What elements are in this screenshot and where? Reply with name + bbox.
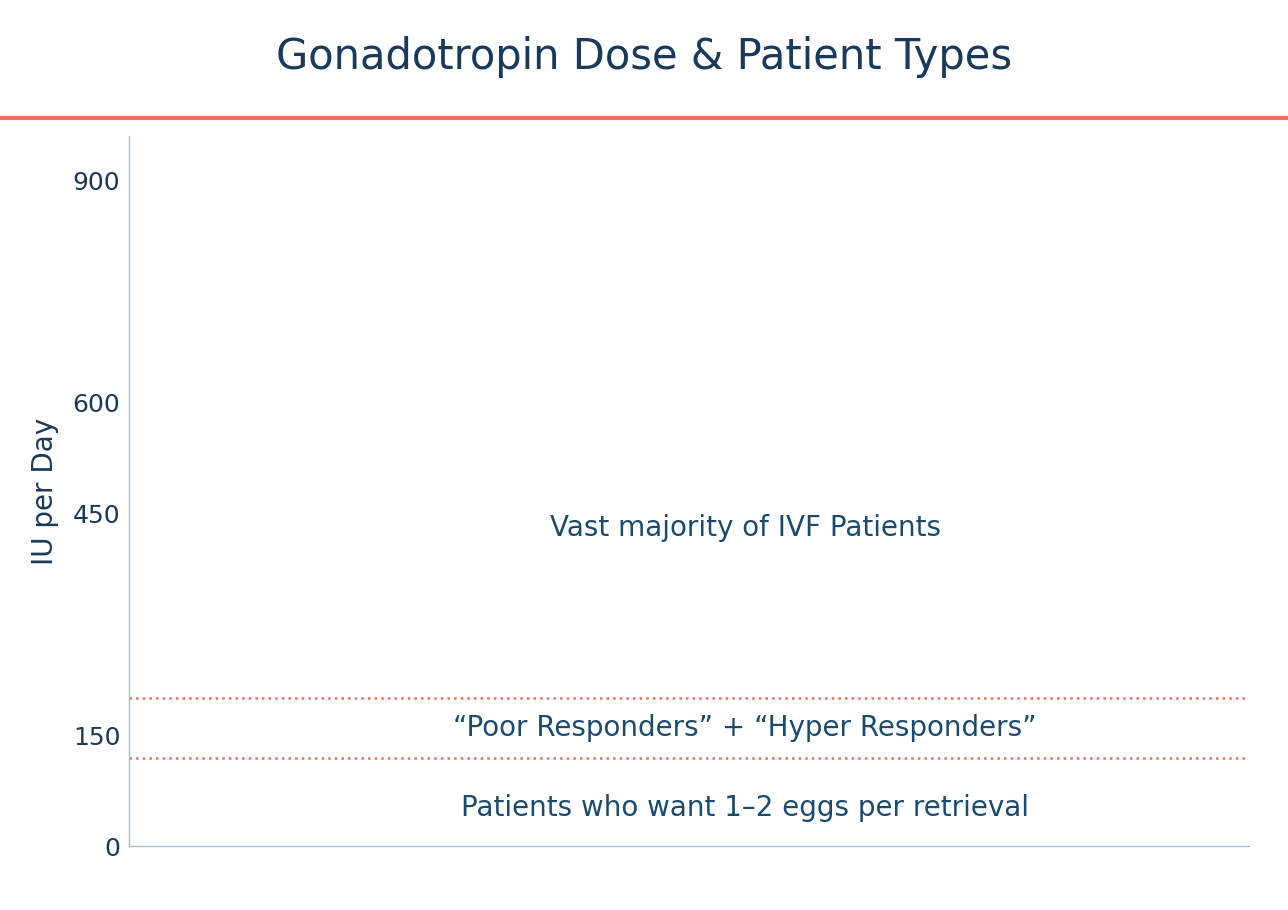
Text: Patients who want 1–2 eggs per retrieval: Patients who want 1–2 eggs per retrieval <box>461 794 1029 822</box>
Text: Vast majority of IVF Patients: Vast majority of IVF Patients <box>550 514 940 542</box>
Y-axis label: IU per Day: IU per Day <box>31 418 59 565</box>
Text: Gonadotropin Dose & Patient Types: Gonadotropin Dose & Patient Types <box>276 35 1012 77</box>
Text: “Poor Responders” + “Hyper Responders”: “Poor Responders” + “Hyper Responders” <box>453 714 1037 742</box>
